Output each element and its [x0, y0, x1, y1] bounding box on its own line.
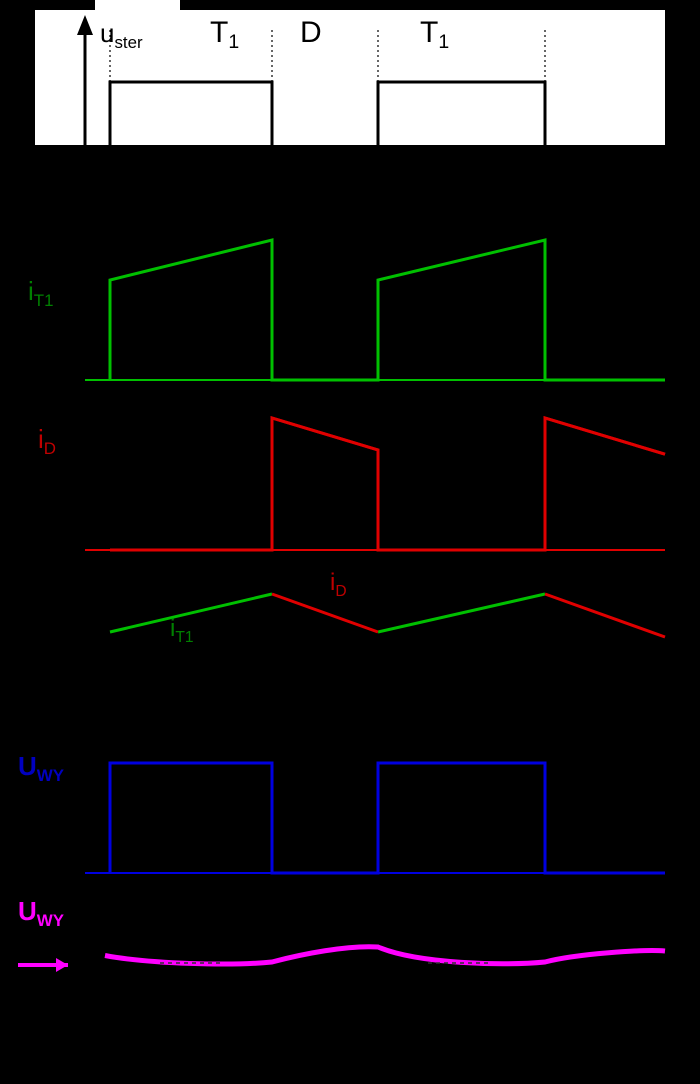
timing-diagram: usterT1DT1iT1iDiT1iDUWYUWY: [0, 0, 700, 1084]
svg-text:D: D: [300, 16, 322, 49]
